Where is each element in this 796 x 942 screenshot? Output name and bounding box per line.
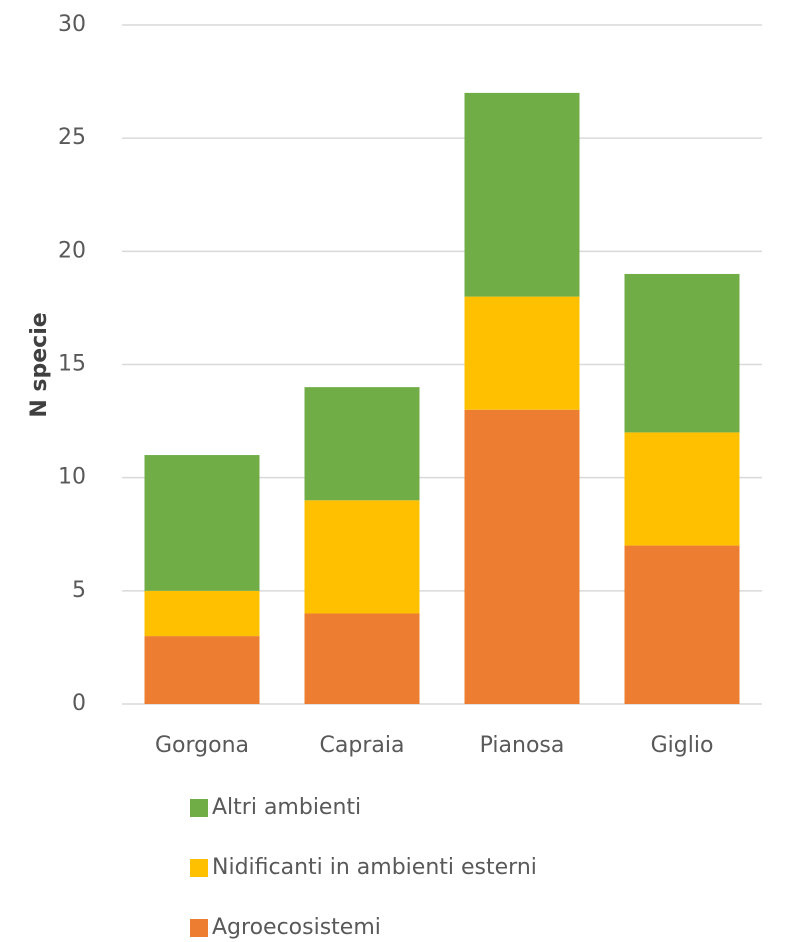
legend-swatch — [190, 859, 208, 877]
bar-segment — [304, 613, 420, 704]
bar-segment — [144, 636, 260, 704]
y-tick-label: 30 — [58, 12, 86, 37]
y-tick-label: 20 — [58, 238, 86, 263]
legend-swatch — [190, 799, 208, 817]
legend-label: Altri ambienti — [212, 795, 361, 820]
y-tick-label: 15 — [58, 352, 86, 377]
x-tick-label: Capraia — [320, 733, 405, 758]
bar-segment — [144, 590, 260, 637]
bar-segment — [304, 500, 420, 614]
legend-label: Nidificanti in ambienti esterni — [212, 855, 537, 880]
legend-swatch — [190, 919, 208, 937]
x-tick-label: Pianosa — [480, 733, 565, 758]
y-tick-label: 0 — [72, 691, 86, 716]
bar-segment — [144, 455, 260, 591]
bar-segment — [624, 273, 740, 433]
bar-segment — [624, 545, 740, 704]
legend-label: Agroecosistemi — [212, 915, 381, 940]
y-tick-label: 5 — [72, 578, 86, 603]
bar-segment — [464, 296, 580, 410]
bar-segment — [624, 432, 740, 546]
x-tick-label: Gorgona — [155, 733, 249, 758]
y-tick-label: 10 — [58, 465, 86, 490]
x-tick-label: Giglio — [651, 733, 714, 758]
y-tick-label: 25 — [58, 125, 86, 150]
bar-segment — [464, 409, 580, 704]
y-axis-label: N specie — [27, 312, 52, 417]
bar-segment — [464, 92, 580, 297]
bar-segment — [304, 387, 420, 501]
